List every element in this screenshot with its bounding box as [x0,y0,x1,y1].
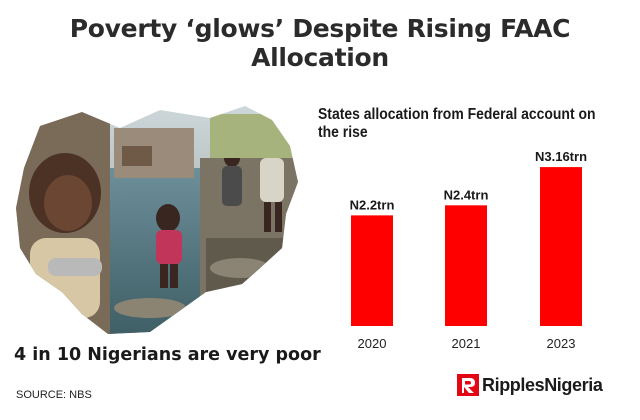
bar-2023 [540,167,582,326]
x-tick-label-2023: 2023 [547,336,576,351]
nigeria-map-photo [16,106,298,334]
photo-caption: 4 in 10 Nigerians are very poor [14,345,321,365]
data-label-2021: N2.4trn [444,187,489,202]
ripples-logo-icon [457,374,479,396]
bar-2020 [351,215,393,326]
bar-chart: N2.2trn 2020 N2.4trn 2021 N3.16trn 2023 [350,149,587,351]
data-label-2023: N3.16trn [535,149,587,164]
bar-2021 [445,205,487,326]
x-tick-label-2021: 2021 [452,336,481,351]
brand-logo-lockup: RipplesNigeria [457,374,603,396]
source-note: SOURCE: NBS [16,389,92,401]
brand-name: RipplesNigeria [482,374,603,395]
chart-title: States allocation from Federal account o… [318,106,596,141]
data-label-2020: N2.2trn [350,197,395,212]
page-title: Poverty ‘glows’ Despite Rising FAAC Allo… [69,14,571,72]
x-tick-label-2020: 2020 [358,336,387,351]
